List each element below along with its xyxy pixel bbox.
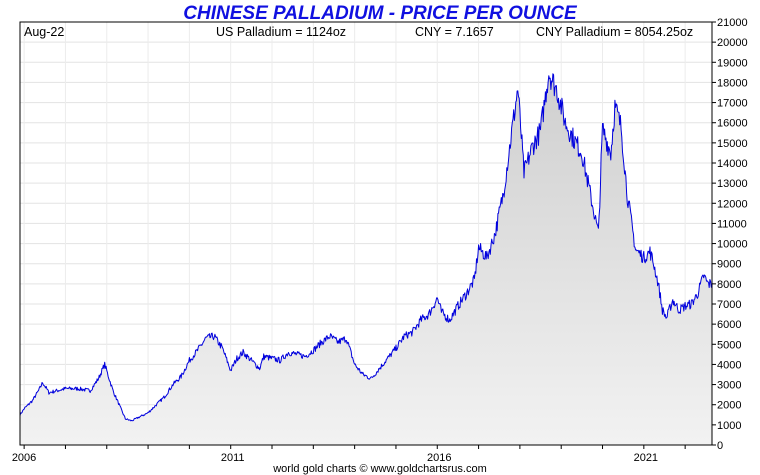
header-us-price: US Palladium = 1124oz — [216, 25, 346, 39]
plot-frame — [19, 21, 713, 446]
x-tick-label: 2011 — [221, 452, 245, 464]
y-tick-label: 3000 — [717, 380, 741, 392]
y-tick-label: 6000 — [717, 319, 741, 331]
y-tick-label: 17000 — [717, 98, 748, 110]
header-date: Aug-22 — [24, 25, 64, 39]
y-tick-label: 18000 — [717, 77, 748, 89]
x-axis: 2006 2011 2016 2021 — [12, 445, 686, 464]
price-area-fill — [20, 73, 712, 446]
y-tick-label: 15000 — [717, 138, 748, 150]
y-tick-label: 14000 — [717, 158, 748, 170]
chart-title: CHINESE PALLADIUM - PRICE PER OUNCE — [183, 3, 578, 24]
y-axis: 0 1000 2000 3000 4000 5000 6000 7000 8000 9000 100… — [712, 17, 748, 452]
y-tick-label: 10000 — [717, 239, 748, 251]
price-line — [19, 73, 713, 422]
price-area — [19, 73, 713, 446]
y-tick-label: 21000 — [717, 17, 748, 29]
y-tick-label: 8000 — [717, 279, 741, 291]
y-tick-label: 0 — [717, 440, 723, 452]
y-tick-label: 9000 — [717, 259, 741, 271]
y-tick-label: 11000 — [717, 218, 747, 230]
chart-footer: world gold charts © www.goldchartsrus.co… — [272, 463, 487, 475]
header-fx-rate: CNY = 7.1657 — [415, 25, 494, 39]
y-tick-label: 19000 — [717, 57, 748, 69]
header-local-price: CNY Palladium = 8054.25oz — [536, 25, 693, 39]
y-tick-label: 20000 — [717, 37, 748, 49]
y-tick-label: 12000 — [717, 198, 748, 210]
y-tick-label: 1000 — [717, 420, 741, 432]
y-tick-label: 5000 — [717, 339, 741, 351]
y-tick-label: 2000 — [717, 400, 741, 412]
x-tick-label: 2016 — [427, 452, 451, 464]
y-tick-label: 7000 — [717, 299, 741, 311]
y-tick-label: 13000 — [717, 178, 748, 190]
y-tick-label: 16000 — [717, 118, 748, 130]
x-tick-label: 2021 — [634, 452, 658, 464]
x-tick-label: 2006 — [12, 452, 36, 464]
y-tick-label: 4000 — [717, 359, 741, 371]
